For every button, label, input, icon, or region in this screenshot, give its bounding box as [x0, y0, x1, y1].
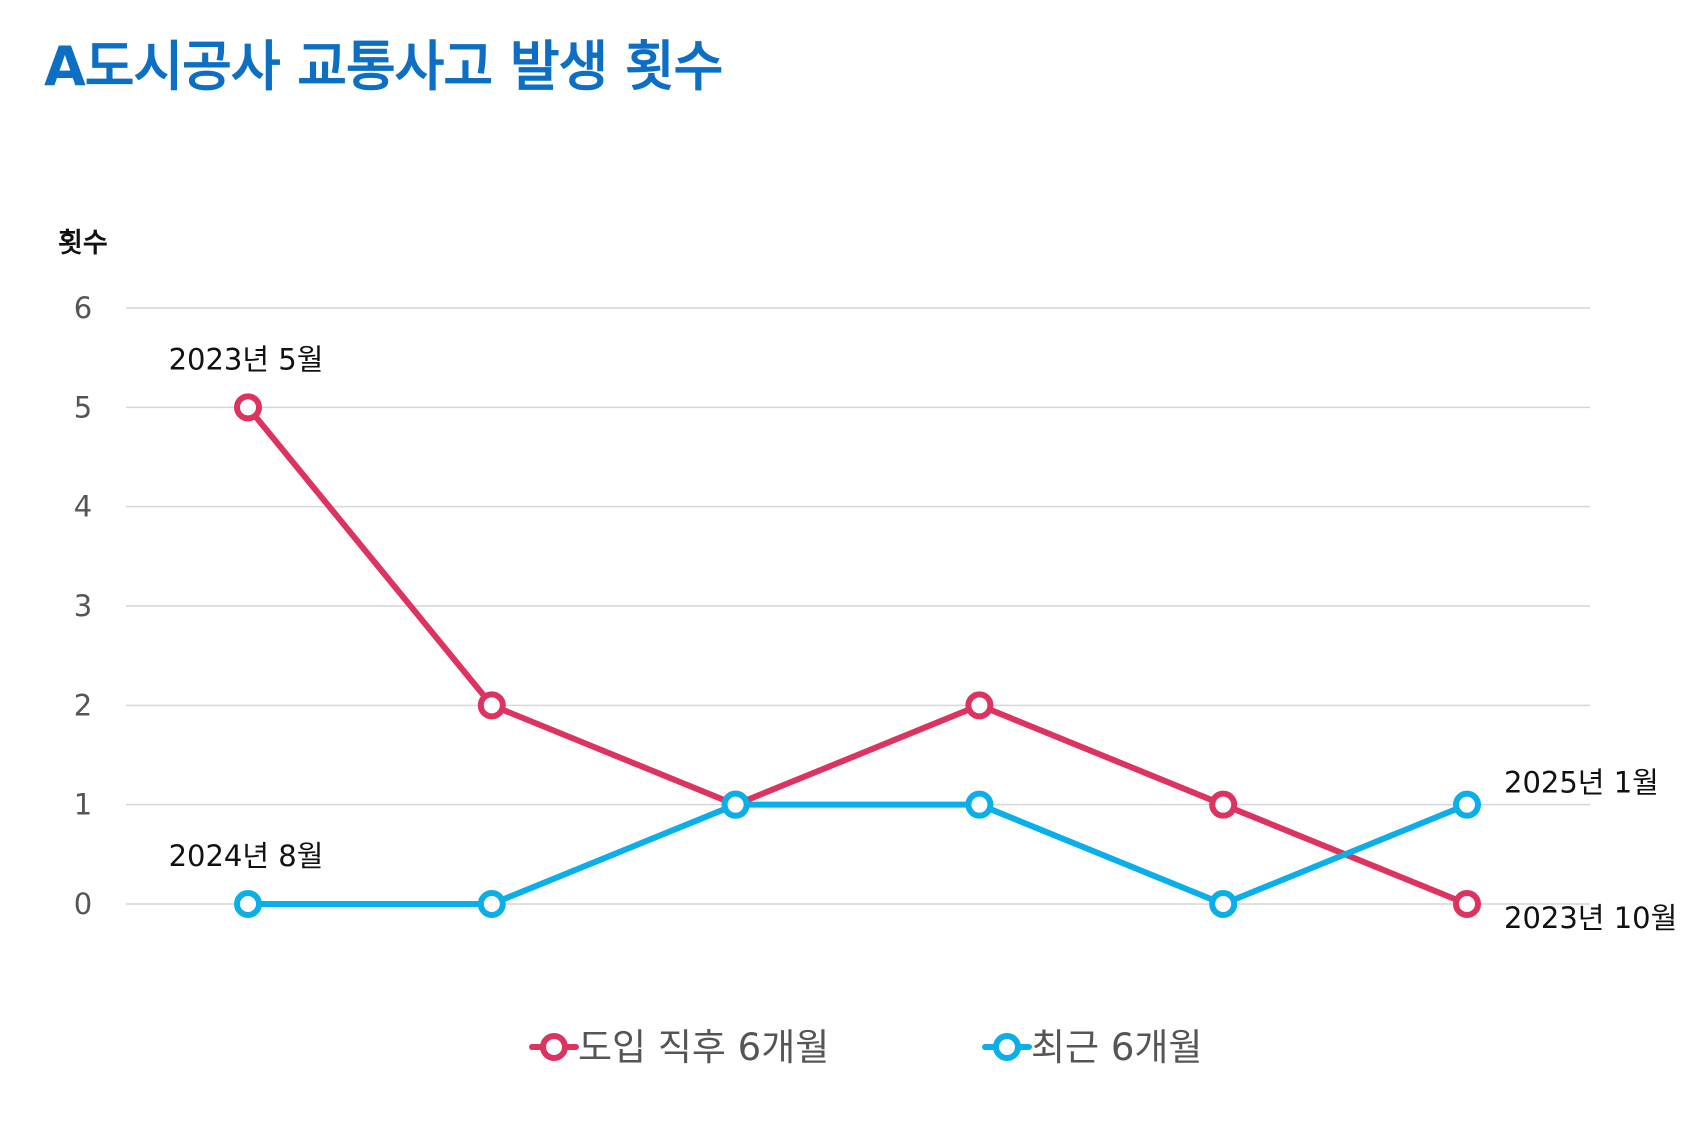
- series-line-0: [245, 404, 1470, 907]
- y-tick-label-4: 4: [74, 490, 92, 524]
- legend-label-1: 최근 6개월: [1031, 1026, 1202, 1069]
- legend-swatch-marker-0: [540, 1033, 568, 1061]
- y-tick-label-3: 3: [74, 589, 92, 623]
- legend-label-0: 도입 직후 6개월: [578, 1026, 829, 1069]
- data-point-s0-4: [1209, 790, 1238, 819]
- series-line-1: [245, 801, 1470, 907]
- series-end-label-0: 2023년 10월: [1504, 901, 1677, 935]
- data-point-s1-1: [477, 890, 506, 918]
- data-point-s0-5: [1453, 890, 1481, 918]
- series-lines: [245, 404, 1470, 907]
- data-point-s1-5: [1453, 790, 1481, 819]
- data-point-s1-0: [234, 890, 262, 918]
- legend: 도입 직후 6개월 최근 6개월: [529, 1026, 1202, 1069]
- y-tick-label-2: 2: [74, 688, 92, 722]
- data-point-s1-3: [965, 790, 994, 819]
- y-tick-label-5: 5: [74, 390, 92, 424]
- legend-swatch-marker-1: [993, 1033, 1021, 1061]
- legend-item-1: 최근 6개월: [982, 1026, 1202, 1069]
- data-point-s0-3: [965, 691, 994, 720]
- y-tick-label-1: 1: [74, 788, 92, 822]
- y-axis-label: 횟수: [58, 228, 108, 259]
- data-point-s1-2: [721, 790, 750, 819]
- legend-item-0: 도입 직후 6개월: [529, 1026, 829, 1069]
- data-point-s0-0: [234, 393, 262, 422]
- series-markers: [234, 393, 1481, 918]
- chart-title: A도시공사 교통사고 발생 횟수: [44, 35, 723, 98]
- series-start-label-1: 2024년 8월: [169, 839, 324, 873]
- series-annotations: 2023년 5월 2023년 10월 2024년 8월 2025년 1월: [169, 342, 1678, 935]
- data-point-s0-1: [477, 691, 506, 720]
- series-end-label-1: 2025년 1월: [1504, 766, 1659, 800]
- y-tick-label-6: 6: [74, 291, 92, 325]
- y-tick-label-0: 0: [74, 887, 92, 921]
- y-axis-ticks: 0 1 2 3 4 5 6: [74, 291, 92, 921]
- data-point-s1-4: [1209, 890, 1238, 918]
- gridlines: [126, 307, 1590, 905]
- series-start-label-0: 2023년 5월: [169, 342, 324, 376]
